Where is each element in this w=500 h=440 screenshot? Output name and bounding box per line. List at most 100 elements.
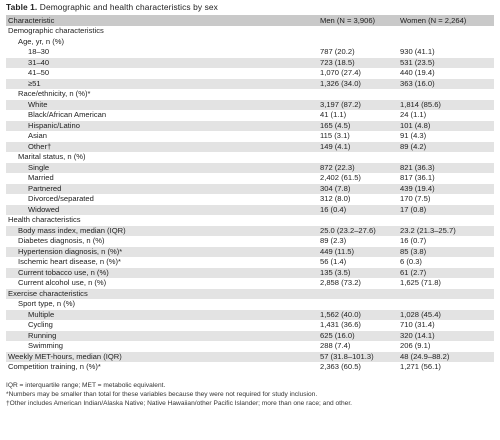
table-number: Table 1. bbox=[6, 2, 38, 12]
men-value: 3,197 (87.2) bbox=[320, 99, 361, 109]
header-women: Women (N = 2,264) bbox=[400, 16, 467, 25]
row-label: Hypertension diagnosis, n (%)* bbox=[18, 246, 123, 256]
women-value: 531 (23.5) bbox=[400, 57, 435, 67]
row-label: Asian bbox=[28, 131, 47, 140]
row-label: Running bbox=[28, 330, 57, 340]
row-label: Partnered bbox=[28, 183, 62, 193]
women-value: 1,814 (85.6) bbox=[400, 99, 441, 109]
men-value: 16 (0.4) bbox=[320, 204, 347, 214]
table-row: Married 2,402 (61.5) 817 (36.1) bbox=[6, 173, 494, 184]
row-label: 18–30 bbox=[28, 47, 50, 56]
footnote: IQR = interquartile range; MET = metabol… bbox=[6, 381, 166, 389]
men-value: 41 (1.1) bbox=[320, 110, 347, 119]
row-label: Single bbox=[28, 162, 50, 172]
women-value: 85 (3.8) bbox=[400, 246, 427, 256]
row-label: Cycling bbox=[28, 320, 53, 329]
section-label: Demographic characteristics bbox=[8, 26, 104, 35]
women-value: 48 (24.9–88.2) bbox=[400, 351, 450, 361]
section-row: Exercise characteristics bbox=[6, 288, 494, 299]
row-label: Widowed bbox=[28, 204, 60, 214]
table-row: Current tobacco use, n (%) 135 (3.5) 61 (2… bbox=[6, 267, 494, 278]
men-value: 1,070 (27.4) bbox=[320, 68, 361, 77]
women-value: 101 (4.8) bbox=[400, 120, 431, 130]
women-value: 6 (0.3) bbox=[400, 257, 422, 266]
table-row: Weekly MET-hours, median (IQR) 57 (31.8–1… bbox=[6, 351, 494, 362]
table-row: Diabetes diagnosis, n (%) 89 (2.3) 16 (0.7… bbox=[6, 236, 494, 247]
row-label: 31–40 bbox=[28, 57, 50, 67]
men-value: 1,562 (40.0) bbox=[320, 309, 361, 319]
table-caption: Demographic and health characteristics b… bbox=[37, 2, 218, 12]
women-value: 206 (9.1) bbox=[400, 341, 431, 350]
row-label: 41–50 bbox=[28, 68, 50, 77]
men-value: 787 (20.2) bbox=[320, 47, 355, 56]
table-row: 31–40 723 (18.5) 531 (23.5) bbox=[6, 57, 494, 68]
row-label: Current alcohol use, n (%) bbox=[18, 278, 107, 287]
men-value: 312 (8.0) bbox=[320, 194, 351, 203]
header-men: Men (N = 3,906) bbox=[320, 16, 376, 25]
men-value: 449 (11.5) bbox=[320, 246, 355, 256]
subsection-row: Age, yr, n (%) bbox=[6, 37, 494, 48]
table-row: Cycling 1,431 (36.6) 710 (31.4) bbox=[6, 320, 494, 331]
table-row: Ischemic heart disease, n (%)* 56 (1.4) 6 … bbox=[6, 257, 494, 268]
women-value: 170 (7.5) bbox=[400, 194, 431, 203]
women-value: 440 (19.4) bbox=[400, 68, 435, 77]
women-value: 1,625 (71.8) bbox=[400, 278, 441, 287]
row-label: Current tobacco use, n (%) bbox=[18, 267, 109, 277]
table-row: Partnered 304 (7.8) 439 (19.4) bbox=[6, 183, 494, 194]
table-body: Demographic characteristics Age, yr, n (%… bbox=[6, 26, 494, 373]
men-value: 872 (22.3) bbox=[320, 162, 355, 172]
men-value: 165 (4.5) bbox=[320, 120, 351, 130]
table-row: Body mass index, median (IQR) 25.0 (23.2–… bbox=[6, 225, 494, 236]
table-row: Hispanic/Latino 165 (4.5) 101 (4.8) bbox=[6, 120, 494, 131]
women-value: 91 (4.3) bbox=[400, 131, 427, 140]
table-row: Single 872 (22.3) 821 (36.3) bbox=[6, 162, 494, 173]
men-value: 2,858 (73.2) bbox=[320, 278, 361, 287]
row-label: Other† bbox=[28, 141, 52, 151]
men-value: 2,402 (61.5) bbox=[320, 173, 361, 182]
table-row: 18–30 787 (20.2) 930 (41.1) bbox=[6, 47, 494, 58]
men-value: 89 (2.3) bbox=[320, 236, 347, 245]
row-label: Body mass index, median (IQR) bbox=[18, 225, 126, 235]
men-value: 1,431 (36.6) bbox=[320, 320, 361, 329]
women-value: 89 (4.2) bbox=[400, 141, 427, 151]
row-label: Competition training, n (%)* bbox=[8, 362, 101, 371]
footnote: †Other includes American Indian/Alaska N… bbox=[6, 399, 352, 407]
row-label: Swimming bbox=[28, 341, 64, 350]
subsection-label: Race/ethnicity, n (%)* bbox=[18, 89, 91, 98]
table-title: Table 1. Demographic and health characte… bbox=[6, 2, 494, 12]
table-row: Other† 149 (4.1) 89 (4.2) bbox=[6, 141, 494, 152]
row-label: Married bbox=[28, 173, 54, 182]
subsection-row: Sport type, n (%) bbox=[6, 299, 494, 310]
table-header-row: Characteristic Men (N = 3,906) Women (N … bbox=[6, 15, 494, 26]
women-value: 320 (14.1) bbox=[400, 330, 435, 340]
men-value: 115 (3.1) bbox=[320, 131, 350, 140]
row-label: Divorced/separated bbox=[28, 194, 94, 203]
women-value: 23.2 (21.3–25.7) bbox=[400, 225, 456, 235]
women-value: 930 (41.1) bbox=[400, 47, 435, 56]
women-value: 439 (19.4) bbox=[400, 183, 435, 193]
women-value: 363 (16.0) bbox=[400, 78, 435, 88]
footnote: *Numbers may be smaller than total for t… bbox=[6, 390, 318, 398]
row-label: Multiple bbox=[28, 309, 55, 319]
men-value: 57 (31.8–101.3) bbox=[320, 351, 374, 361]
table-row: White 3,197 (87.2) 1,814 (85.6) bbox=[6, 99, 494, 110]
table-row: Swimming 288 (7.4) 206 (9.1) bbox=[6, 341, 494, 352]
row-label: Ischemic heart disease, n (%)* bbox=[18, 257, 121, 266]
subsection-label: Marital status, n (%) bbox=[18, 152, 86, 161]
men-value: 25.0 (23.2–27.6) bbox=[320, 225, 376, 235]
women-value: 1,271 (56.1) bbox=[400, 362, 441, 371]
men-value: 149 (4.1) bbox=[320, 141, 351, 151]
men-value: 56 (1.4) bbox=[320, 257, 347, 266]
table-row: Black/African American 41 (1.1) 24 (1.1) bbox=[6, 110, 494, 121]
subsection-row: Race/ethnicity, n (%)* bbox=[6, 89, 494, 100]
table-row: Divorced/separated 312 (8.0) 170 (7.5) bbox=[6, 194, 494, 205]
men-value: 2,363 (60.5) bbox=[320, 362, 361, 371]
women-value: 17 (0.8) bbox=[400, 204, 427, 214]
men-value: 625 (16.0) bbox=[320, 330, 355, 340]
section-label: Health characteristics bbox=[8, 215, 81, 224]
row-label: Hispanic/Latino bbox=[28, 120, 80, 130]
header-characteristic: Characteristic bbox=[8, 16, 55, 25]
men-value: 1,326 (34.0) bbox=[320, 78, 361, 88]
men-value: 135 (3.5) bbox=[320, 267, 351, 277]
men-value: 304 (7.8) bbox=[320, 183, 351, 193]
